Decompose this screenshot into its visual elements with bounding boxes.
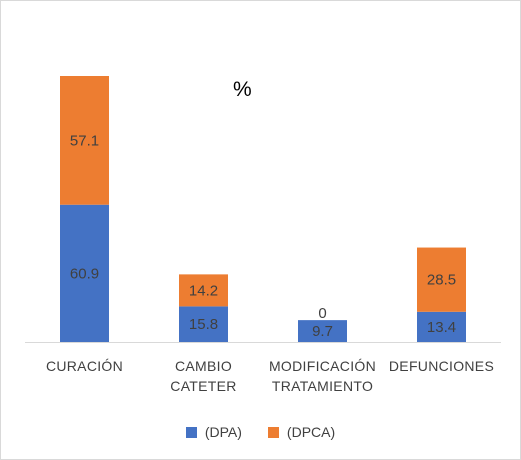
- data-label: 57.1: [70, 132, 99, 149]
- legend-swatch: [267, 426, 279, 438]
- bar-dpca-3: [417, 247, 466, 312]
- chart-plot: 60.9 57.1 CURACIÓN 15.8 14.2 CAMBIO CATETER 9.7…: [25, 76, 501, 394]
- bar-dpca-0: [60, 76, 109, 205]
- x-tick-label: TRATAMIENTO: [272, 378, 373, 394]
- data-label: 15.8: [189, 316, 218, 333]
- data-label: 60.9: [70, 265, 99, 282]
- bar-dpa-2: [298, 320, 347, 342]
- data-label: 28.5: [427, 272, 456, 289]
- data-label: 0: [318, 305, 326, 322]
- data-label: 14.2: [189, 282, 218, 299]
- x-tick-label: CATETER: [170, 378, 236, 394]
- x-tick-label: CAMBIO: [175, 358, 232, 374]
- legend-item: (DPCA): [267, 424, 336, 440]
- legend-swatch: [185, 426, 197, 438]
- bar-dpa-3: [417, 311, 466, 342]
- x-tick-label: MODIFICACIÓN: [269, 358, 376, 374]
- bar-dpa-0: [60, 204, 109, 342]
- bar-dpa-1: [179, 306, 228, 342]
- chart-legend: (DPA) (DPCA): [1, 424, 520, 440]
- data-label: 13.4: [427, 319, 456, 336]
- legend-item: (DPA): [185, 424, 242, 440]
- legend-label: (DPCA): [286, 424, 336, 440]
- x-tick-label: CURACIÓN: [46, 358, 123, 374]
- x-tick-label: DEFUNCIONES: [389, 358, 494, 374]
- chart-title: %: [233, 78, 252, 101]
- legend-label: (DPA): [204, 424, 242, 440]
- data-label: 9.7: [312, 323, 333, 340]
- bar-dpca-1: [179, 274, 228, 307]
